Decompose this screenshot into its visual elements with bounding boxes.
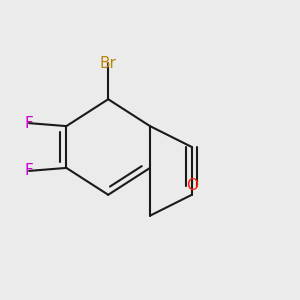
Text: O: O [186, 178, 198, 193]
Text: F: F [25, 164, 33, 178]
Text: F: F [25, 116, 33, 130]
Text: Br: Br [100, 56, 117, 71]
